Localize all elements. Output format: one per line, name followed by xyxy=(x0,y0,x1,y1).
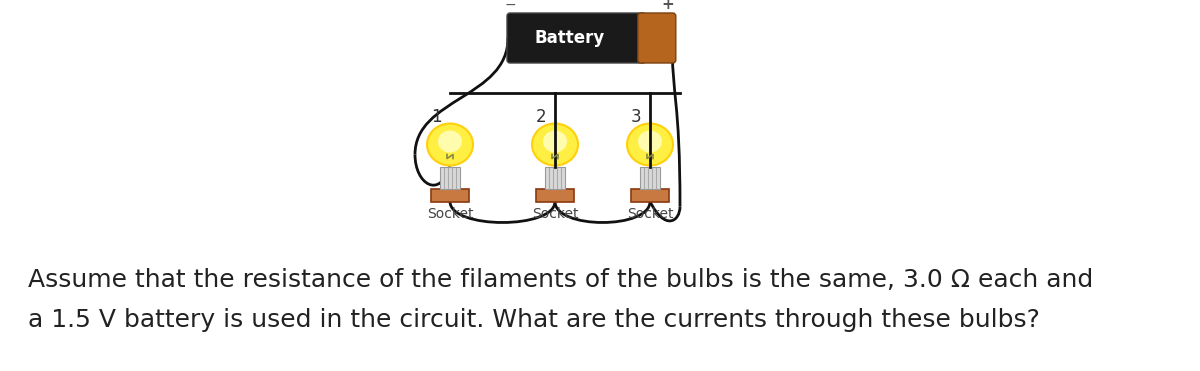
Ellipse shape xyxy=(542,131,568,152)
Bar xyxy=(545,167,565,188)
FancyBboxPatch shape xyxy=(508,13,646,63)
Text: Socket: Socket xyxy=(427,207,473,221)
Text: Assume that the resistance of the filaments of the bulbs is the same, 3.0 Ω each: Assume that the resistance of the filame… xyxy=(28,268,1093,292)
Bar xyxy=(440,167,460,188)
Text: +: + xyxy=(661,0,674,12)
Text: a 1.5 V battery is used in the circuit. What are the currents through these bulb: a 1.5 V battery is used in the circuit. … xyxy=(28,308,1040,332)
Text: −: − xyxy=(504,0,516,12)
Ellipse shape xyxy=(427,124,473,165)
Ellipse shape xyxy=(638,131,662,152)
Ellipse shape xyxy=(532,124,578,165)
Text: 2: 2 xyxy=(535,108,546,125)
Bar xyxy=(536,188,574,201)
FancyBboxPatch shape xyxy=(638,13,676,63)
Text: Battery: Battery xyxy=(535,29,605,47)
Text: Socket: Socket xyxy=(532,207,578,221)
Bar xyxy=(631,188,670,201)
Bar xyxy=(431,188,469,201)
Text: Socket: Socket xyxy=(626,207,673,221)
Text: 1: 1 xyxy=(431,108,442,125)
Ellipse shape xyxy=(438,131,462,152)
Ellipse shape xyxy=(628,124,673,165)
Text: 3: 3 xyxy=(631,108,641,125)
Bar xyxy=(640,167,660,188)
